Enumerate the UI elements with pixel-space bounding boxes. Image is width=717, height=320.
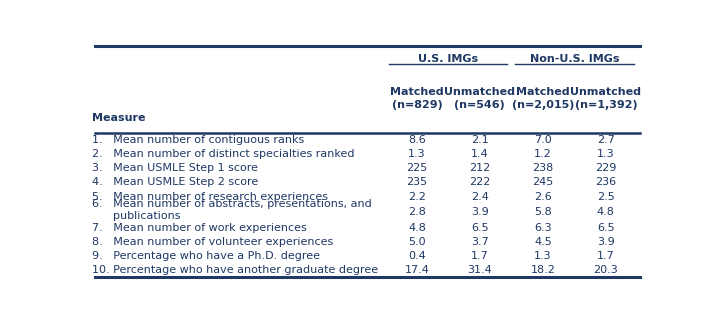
Text: 2.1: 2.1 — [471, 135, 488, 145]
Text: 2.5: 2.5 — [597, 191, 614, 202]
Text: 31.4: 31.4 — [467, 265, 492, 276]
Text: 5.   Mean number of research experiences: 5. Mean number of research experiences — [92, 191, 328, 202]
Text: 3.7: 3.7 — [471, 237, 488, 247]
Text: 236: 236 — [595, 178, 617, 188]
Text: 2.   Mean number of distinct specialties ranked: 2. Mean number of distinct specialties r… — [92, 149, 355, 159]
Text: 2.8: 2.8 — [408, 207, 426, 217]
Text: 1.4: 1.4 — [471, 149, 488, 159]
Text: 1.7: 1.7 — [597, 251, 614, 261]
Text: 222: 222 — [469, 178, 490, 188]
Text: 212: 212 — [469, 164, 490, 173]
Text: 2.6: 2.6 — [534, 191, 552, 202]
Text: 9.   Percentage who have a Ph.D. degree: 9. Percentage who have a Ph.D. degree — [92, 251, 320, 261]
Text: 1.2: 1.2 — [534, 149, 552, 159]
Text: Matched
(n=829): Matched (n=829) — [390, 87, 444, 110]
Text: 5.0: 5.0 — [408, 237, 426, 247]
Text: Unmatched
(n=546): Unmatched (n=546) — [445, 87, 516, 110]
Text: 225: 225 — [407, 164, 427, 173]
Text: 1.3: 1.3 — [534, 251, 552, 261]
Text: 0.4: 0.4 — [408, 251, 426, 261]
Text: Measure: Measure — [92, 114, 146, 124]
Text: 1.7: 1.7 — [471, 251, 488, 261]
Text: 10. Percentage who have another graduate degree: 10. Percentage who have another graduate… — [92, 265, 379, 276]
Text: 1.   Mean number of contiguous ranks: 1. Mean number of contiguous ranks — [92, 135, 305, 145]
Text: 1.3: 1.3 — [408, 149, 426, 159]
Text: 229: 229 — [595, 164, 617, 173]
Text: 3.   Mean USMLE Step 1 score: 3. Mean USMLE Step 1 score — [92, 164, 258, 173]
Text: 2.7: 2.7 — [597, 135, 614, 145]
Text: Non-U.S. IMGs: Non-U.S. IMGs — [530, 54, 619, 64]
Text: 238: 238 — [533, 164, 554, 173]
Text: Matched
(n=2,015): Matched (n=2,015) — [512, 87, 574, 110]
Text: 6.5: 6.5 — [471, 223, 488, 233]
Text: 18.2: 18.2 — [531, 265, 556, 276]
Text: 17.4: 17.4 — [404, 265, 429, 276]
Text: Unmatched
(n=1,392): Unmatched (n=1,392) — [570, 87, 641, 110]
Text: U.S. IMGs: U.S. IMGs — [418, 54, 478, 64]
Text: 6.   Mean number of abstracts, presentations, and
      publications: 6. Mean number of abstracts, presentatio… — [92, 199, 372, 221]
Text: 20.3: 20.3 — [594, 265, 618, 276]
Text: 4.8: 4.8 — [597, 207, 614, 217]
Text: 7.   Mean number of work experiences: 7. Mean number of work experiences — [92, 223, 307, 233]
Text: 3.9: 3.9 — [597, 237, 614, 247]
Text: 8.6: 8.6 — [408, 135, 426, 145]
Text: 6.3: 6.3 — [534, 223, 552, 233]
Text: 4.5: 4.5 — [534, 237, 552, 247]
Text: 4.   Mean USMLE Step 2 score: 4. Mean USMLE Step 2 score — [92, 178, 259, 188]
Text: 8.   Mean number of volunteer experiences: 8. Mean number of volunteer experiences — [92, 237, 333, 247]
Text: 7.0: 7.0 — [534, 135, 552, 145]
Text: 3.9: 3.9 — [471, 207, 488, 217]
Text: 2.2: 2.2 — [408, 191, 426, 202]
Text: 2.4: 2.4 — [471, 191, 489, 202]
Text: 6.5: 6.5 — [597, 223, 614, 233]
Text: 1.3: 1.3 — [597, 149, 614, 159]
Text: 5.8: 5.8 — [534, 207, 552, 217]
Text: 235: 235 — [407, 178, 427, 188]
Text: 4.8: 4.8 — [408, 223, 426, 233]
Text: 245: 245 — [533, 178, 554, 188]
